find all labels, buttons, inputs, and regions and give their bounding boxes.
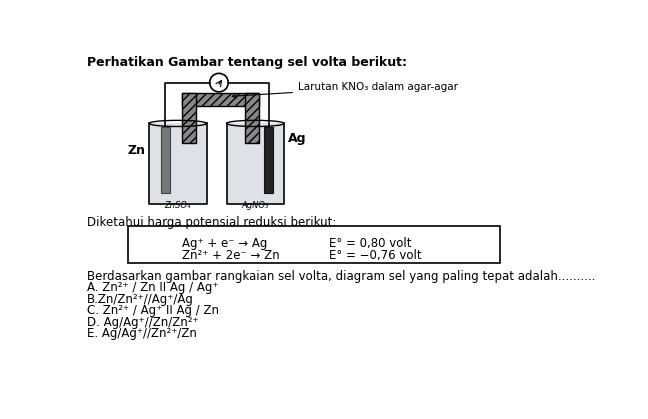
- Text: ZnSO₄: ZnSO₄: [165, 201, 191, 210]
- Text: E° = 0,80 volt: E° = 0,80 volt: [329, 237, 411, 250]
- Text: Larutan KNO₃ dalam agar-agar: Larutan KNO₃ dalam agar-agar: [232, 82, 458, 98]
- Bar: [246, 93, 259, 143]
- Bar: [181, 93, 196, 143]
- Text: Ag⁺ + e⁻ → Ag: Ag⁺ + e⁻ → Ag: [181, 237, 267, 250]
- Text: D. Ag/Ag⁺//Zn/Zn²⁺: D. Ag/Ag⁺//Zn/Zn²⁺: [87, 316, 199, 329]
- Bar: [227, 124, 283, 203]
- Text: E° = −0,76 volt: E° = −0,76 volt: [329, 249, 422, 262]
- Text: AgNO₃: AgNO₃: [242, 201, 269, 210]
- Text: C. Zn²⁺ / Ag⁺ II Ag / Zn: C. Zn²⁺ / Ag⁺ II Ag / Zn: [87, 304, 219, 317]
- Text: A. Zn²⁺ / Zn II Ag / Ag⁺: A. Zn²⁺ / Zn II Ag / Ag⁺: [87, 281, 218, 294]
- Bar: [128, 226, 500, 263]
- Bar: [181, 93, 259, 106]
- Bar: [161, 127, 170, 193]
- Text: Diketahui harga potensial reduksi berikut:: Diketahui harga potensial reduksi beriku…: [87, 216, 336, 229]
- Text: Perhatikan Gambar tentang sel volta berikut:: Perhatikan Gambar tentang sel volta beri…: [87, 57, 407, 70]
- Text: E. Ag/Ag⁺//Zn²⁺/Zn: E. Ag/Ag⁺//Zn²⁺/Zn: [87, 328, 197, 341]
- Text: B.Zn/Zn²⁺//Ag⁺/Ag: B.Zn/Zn²⁺//Ag⁺/Ag: [87, 293, 194, 306]
- Text: Ag: Ag: [288, 132, 307, 145]
- Bar: [150, 124, 206, 203]
- Text: Zn: Zn: [127, 144, 145, 157]
- Bar: [264, 127, 273, 193]
- Text: Zn²⁺ + 2e⁻ → Zn: Zn²⁺ + 2e⁻ → Zn: [181, 249, 279, 262]
- Text: Berdasarkan gambar rangkaian sel volta, diagram sel yang paling tepat adalah....: Berdasarkan gambar rangkaian sel volta, …: [87, 270, 596, 283]
